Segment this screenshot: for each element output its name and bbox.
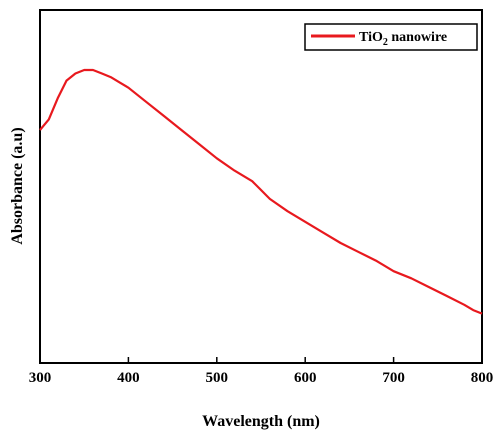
legend: TiO2 nanowire [305,24,477,50]
x-tick-label: 800 [471,370,494,386]
x-axis-title: Wavelength (nm) [202,413,320,430]
y-axis-title: Absorbance (a.u) [9,127,26,244]
plot-frame [40,10,482,363]
series-layer [40,70,482,314]
x-tick-label: 600 [294,370,317,386]
x-axis-ticks: 300 400 500 600 700 800 [29,357,494,386]
series-line-0 [40,70,482,314]
x-tick-label: 400 [117,370,140,386]
x-tick-label: 300 [29,370,52,386]
x-tick-label: 700 [382,370,405,386]
x-tick-label: 500 [206,370,229,386]
